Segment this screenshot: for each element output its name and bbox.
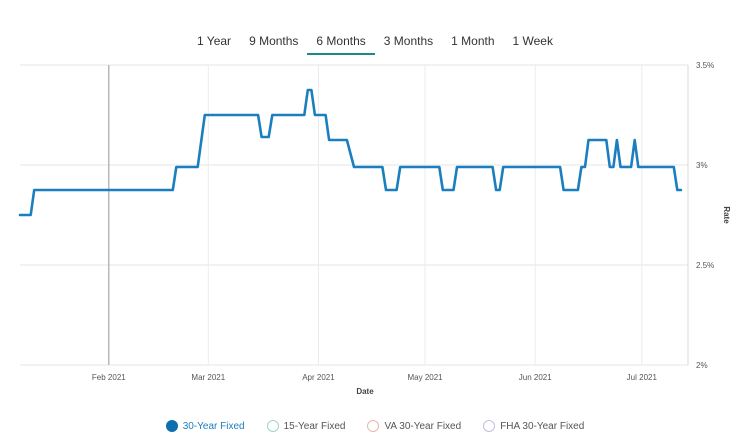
y-tick-label: 2.5% <box>696 261 714 270</box>
x-tick-label: Feb 2021 <box>92 373 126 382</box>
legend-swatch-icon <box>165 420 178 432</box>
legend-label: VA 30-Year Fixed <box>384 420 462 432</box>
y-tick-label: 3.5% <box>696 61 714 70</box>
y-tick-label: 2% <box>696 361 708 370</box>
y-tick-label: 3% <box>696 161 708 170</box>
x-tick-label: Jul 2021 <box>627 373 658 382</box>
x-tick-label: Mar 2021 <box>191 373 225 382</box>
tab-3-months[interactable]: 3 Months <box>383 34 434 48</box>
legend-swatch-icon <box>483 420 496 432</box>
x-tick-label: Apr 2021 <box>302 373 335 382</box>
legend-swatch-icon <box>367 420 380 432</box>
legend-item-30-year-fixed[interactable]: 30-Year Fixed <box>165 417 245 435</box>
tab-1-month[interactable]: 1 Month <box>451 34 495 48</box>
time-range-tabs: 1 Year 9 Months 6 Months 3 Months 1 Month 1 W… <box>0 33 750 57</box>
x-axis-title: Date <box>356 387 374 396</box>
series-line-30-year-fixed <box>18 88 683 217</box>
tab-1-year[interactable]: 1 Year <box>197 34 232 48</box>
legend-label: 30-Year Fixed <box>182 420 245 432</box>
tab-6-months[interactable]: 6 Months <box>307 33 375 55</box>
y-axis-title: Rate <box>722 206 731 224</box>
x-tick-label: Jun 2021 <box>519 373 552 382</box>
legend-swatch-icon <box>266 420 279 432</box>
x-tick-label: May 2021 <box>407 373 443 382</box>
legend-label: 15-Year Fixed <box>283 420 346 432</box>
legend-item-va-30-year-fixed[interactable]: VA 30-Year Fixed <box>367 417 461 435</box>
chart-legend: 30-Year Fixed 15-Year Fixed VA 30-Year Fix… <box>0 417 750 435</box>
rate-chart: 3.5% 3% 2.5% 2% Feb 2021 Mar 2021 Apr 2021 May … <box>18 61 731 396</box>
tab-1-week[interactable]: 1 Week <box>512 34 553 48</box>
tab-9-months[interactable]: 9 Months <box>249 34 299 48</box>
legend-item-15-year-fixed[interactable]: 15-Year Fixed <box>266 417 346 435</box>
legend-item-fha-30-year-fixed[interactable]: FHA 30-Year Fixed <box>483 417 584 435</box>
legend-label: FHA 30-Year Fixed <box>500 420 585 432</box>
